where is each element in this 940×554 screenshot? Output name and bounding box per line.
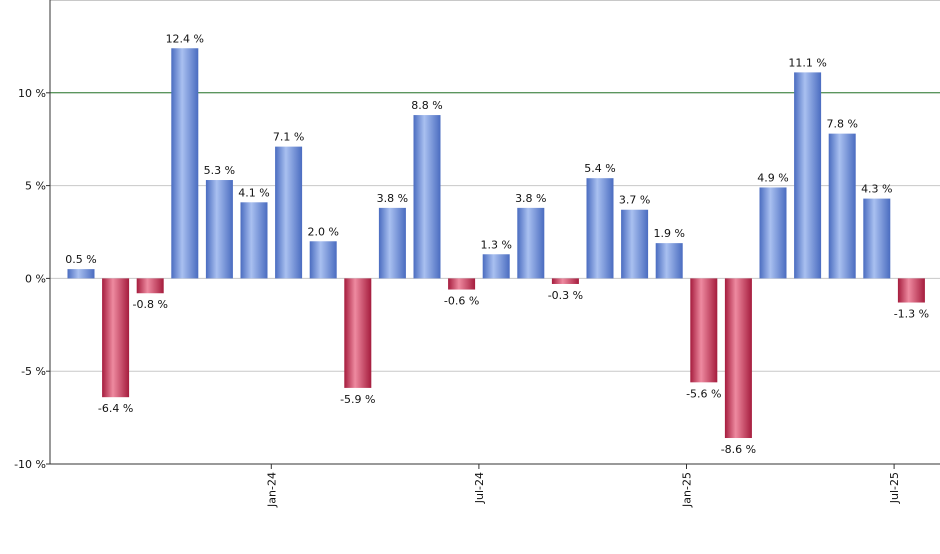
data-label: 7.1 % (273, 131, 304, 144)
bar (448, 278, 476, 290)
bar-layer (67, 48, 925, 439)
bar (863, 198, 891, 279)
data-label-layer: 0.5 % -6.4 % -0.8 % 12.4 % 5.3 %4.1 % 7.1 % 2.… (65, 32, 929, 456)
data-label: 12.4 % (166, 32, 204, 45)
data-label: 4.3 % (861, 183, 892, 196)
bar (794, 72, 822, 279)
data-label: -1.3 % (894, 308, 929, 321)
bar (344, 278, 372, 388)
data-label: -5.6 % (686, 387, 721, 400)
data-label: 3.7 % (619, 194, 650, 207)
data-label: 8.8 % (411, 99, 442, 112)
data-label: -0.3 % (548, 289, 583, 302)
y-tick-label: 10 % (18, 87, 46, 100)
data-label: 0.5 % (65, 253, 96, 266)
bar (102, 278, 130, 398)
data-label: -6.4 % (98, 402, 133, 415)
bar (171, 48, 199, 279)
data-label: -0.8 % (132, 298, 167, 311)
bar (240, 202, 268, 279)
bar (655, 243, 683, 279)
bar (586, 178, 614, 279)
data-label: 5.4 % (584, 162, 615, 175)
data-label: -8.6 % (721, 443, 756, 456)
bar (67, 269, 95, 279)
data-label: 1.9 % (653, 227, 684, 240)
bar (690, 278, 718, 383)
bar (621, 209, 649, 279)
y-tick-label: 0 % (25, 272, 46, 285)
bar (413, 115, 441, 279)
data-label: -0.6 % (444, 295, 479, 308)
data-label: 3.8 % (377, 192, 408, 205)
bar (378, 207, 406, 279)
y-tick-label: 5 % (25, 180, 46, 193)
bar (309, 241, 337, 279)
bar (205, 180, 233, 279)
data-label: 3.8 % (515, 192, 546, 205)
bar (517, 207, 545, 279)
axis-layer: 10 % 5 % 0 % -5 % -10 % Jan-24 Jul-24 Jan-25 Jul… (14, 0, 940, 508)
data-label: 1.3 % (480, 238, 511, 251)
data-label: 4.9 % (757, 171, 788, 184)
x-tick-label: Jul-24 (473, 472, 486, 504)
bar (897, 278, 925, 303)
bar (482, 254, 510, 279)
bar (551, 278, 579, 284)
bar (759, 187, 787, 279)
y-tick-label: -5 % (21, 365, 46, 378)
x-tick-label: Jan-25 (681, 472, 694, 508)
bar (275, 146, 303, 279)
data-label: -5.9 % (340, 393, 375, 406)
data-label: 11.1 % (788, 56, 826, 69)
data-label: 2.0 % (307, 225, 338, 238)
x-tick-label: Jan-24 (265, 472, 278, 508)
bar (828, 133, 856, 279)
data-label: 7.8 % (826, 118, 857, 131)
bar (724, 278, 752, 439)
x-tick-label: Jul-25 (888, 472, 901, 504)
data-label: 4.1 % (238, 186, 269, 199)
data-label: 5.3 % (204, 164, 235, 177)
bar (136, 278, 164, 294)
y-tick-label: -10 % (14, 458, 46, 471)
